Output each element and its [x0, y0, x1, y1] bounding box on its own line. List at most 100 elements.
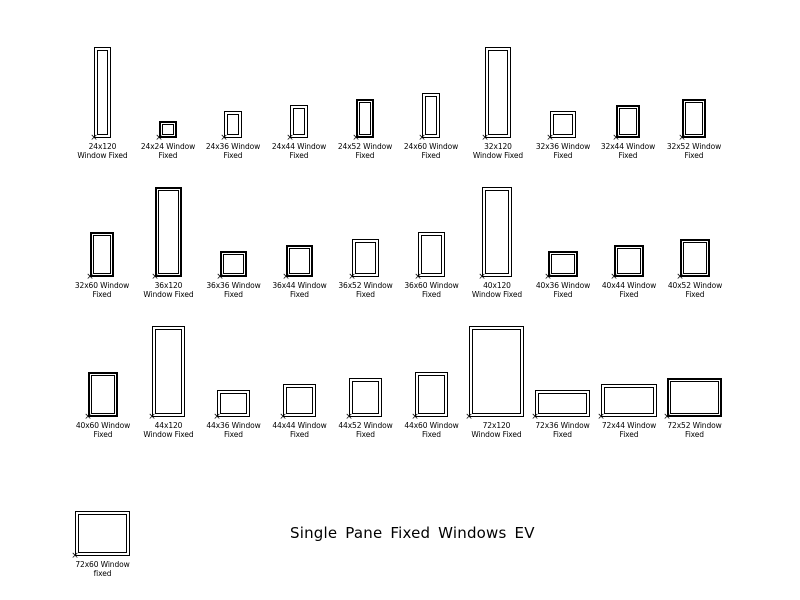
- insertion-point-marker: ×: [597, 412, 605, 422]
- window-symbol: [548, 251, 578, 277]
- insertion-point-marker: ×: [151, 272, 159, 282]
- window-label: 44x120 Window Fixed: [124, 421, 214, 439]
- window-label-type: Fixed: [685, 430, 704, 439]
- window-symbol: [469, 326, 524, 417]
- window-glass-pane: [227, 114, 239, 135]
- window-label-type: Fixed: [290, 430, 309, 439]
- window-label: 24x60 Window Fixed: [386, 142, 476, 160]
- window-label-size: 44x52 Window: [338, 421, 393, 430]
- window-label: 32x52 Window Fixed: [649, 142, 739, 160]
- window-label-size: 40x120: [483, 281, 511, 290]
- window-label-size: 24x60 Window: [403, 142, 459, 151]
- window-label-size: 44x60 Window: [404, 421, 459, 430]
- window-glass-pane: [91, 375, 115, 414]
- insertion-point-marker: ×: [411, 412, 419, 422]
- insertion-point-marker: ×: [612, 133, 620, 143]
- window-symbol: [352, 239, 379, 277]
- window-label-type: Fixed: [158, 151, 178, 160]
- window-label-size: 32x36 Window: [535, 142, 591, 151]
- window-glass-pane: [670, 381, 719, 414]
- window-label: 44x60 Window Fixed: [387, 421, 477, 439]
- window-label-size: 32x44 Window: [600, 142, 656, 151]
- window-label: 40x36 Window Fixed: [518, 281, 608, 299]
- window-label: 40x60 Window Fixed: [58, 421, 148, 439]
- window-glass-pane: [553, 114, 573, 135]
- insertion-point-marker: ×: [418, 133, 426, 143]
- window-label-size: 40x36 Window: [535, 281, 591, 290]
- window-glass-pane: [425, 96, 437, 135]
- insertion-point-marker: ×: [610, 272, 618, 282]
- window-glass-pane: [286, 387, 313, 414]
- window-glass-pane: [551, 254, 575, 274]
- window-label-size: 32x120: [484, 142, 512, 151]
- window-label-type: Fixed: [224, 290, 243, 299]
- insertion-point-marker: ×: [279, 412, 287, 422]
- window-label-type: Window Fixed: [471, 430, 522, 439]
- window-symbol: [418, 232, 445, 277]
- insertion-point-marker: ×: [220, 133, 228, 143]
- window-symbol: [224, 111, 242, 138]
- insertion-point-marker: ×: [71, 551, 79, 561]
- insertion-point-marker: ×: [414, 272, 422, 282]
- window-label: 40x44 Window Fixed: [584, 281, 674, 299]
- window-label: 36x120 Window Fixed: [124, 281, 214, 299]
- window-label: 44x36 Window Fixed: [189, 421, 279, 439]
- window-symbol: [422, 93, 440, 138]
- window-label-type: Fixed: [553, 151, 573, 160]
- window-label-type: Fixed: [92, 290, 112, 299]
- window-label-size: 24x52 Window: [337, 142, 393, 151]
- window-symbol: [356, 99, 374, 138]
- window-label-type: Fixed: [223, 151, 243, 160]
- window-label-type: Fixed: [290, 290, 309, 299]
- window-glass-pane: [485, 190, 509, 274]
- window-glass-pane: [223, 254, 244, 274]
- window-label: 24x120 Window Fixed: [58, 142, 148, 160]
- window-label: 32x60 Window Fixed: [57, 281, 147, 299]
- window-symbol: [601, 384, 657, 417]
- insertion-point-marker: ×: [348, 272, 356, 282]
- window-label-type: Window Fixed: [471, 290, 523, 299]
- window-symbol: [75, 511, 130, 556]
- window-symbol: [286, 245, 313, 277]
- window-label: 32x120 Window Fixed: [453, 142, 543, 160]
- window-label-type: fixed: [93, 569, 112, 578]
- window-glass-pane: [220, 393, 247, 414]
- window-label: 40x120 Window Fixed: [452, 281, 542, 299]
- window-symbol: [220, 251, 247, 277]
- window-symbol: [217, 390, 250, 417]
- window-symbol: [88, 372, 118, 417]
- window-label: 24x36 Window Fixed: [188, 142, 278, 160]
- window-label-size: 24x120: [88, 142, 117, 151]
- window-label-type: Fixed: [289, 151, 309, 160]
- window-label-size: 36x36 Window: [206, 281, 261, 290]
- window-symbol: [550, 111, 576, 138]
- window-label-size: 72x44 Window: [601, 421, 657, 430]
- window-label: 24x52 Window Fixed: [320, 142, 410, 160]
- window-glass-pane: [685, 102, 703, 135]
- window-label: 36x52 Window Fixed: [321, 281, 411, 299]
- window-label-size: 44x44 Window: [272, 421, 327, 430]
- window-label-size: 44x120: [154, 421, 183, 430]
- window-symbol: [159, 121, 177, 138]
- window-symbol: [90, 232, 114, 277]
- window-label-type: Fixed: [553, 290, 573, 299]
- window-label-size: 72x120: [482, 421, 511, 430]
- insertion-point-marker: ×: [213, 412, 221, 422]
- window-label: 72x60 Window fixed: [58, 560, 148, 578]
- window-label-type: Fixed: [618, 151, 638, 160]
- insertion-point-marker: ×: [84, 412, 92, 422]
- window-glass-pane: [538, 393, 587, 414]
- insertion-point-marker: ×: [678, 133, 686, 143]
- window-glass-pane: [158, 190, 179, 274]
- insertion-point-marker: ×: [478, 272, 486, 282]
- insertion-point-marker: ×: [282, 272, 290, 282]
- window-label-type: Window Fixed: [77, 151, 128, 160]
- window-label: 72x36 Window Fixed: [518, 421, 608, 439]
- window-glass-pane: [293, 108, 305, 135]
- window-symbol: [680, 239, 710, 277]
- drawing-title: Single Pane Fixed Windows EV: [290, 524, 535, 542]
- insertion-point-marker: ×: [86, 272, 94, 282]
- insertion-point-marker: ×: [352, 133, 360, 143]
- window-label-size: 72x60 Window: [75, 560, 130, 569]
- window-label-size: 40x60 Window: [75, 421, 131, 430]
